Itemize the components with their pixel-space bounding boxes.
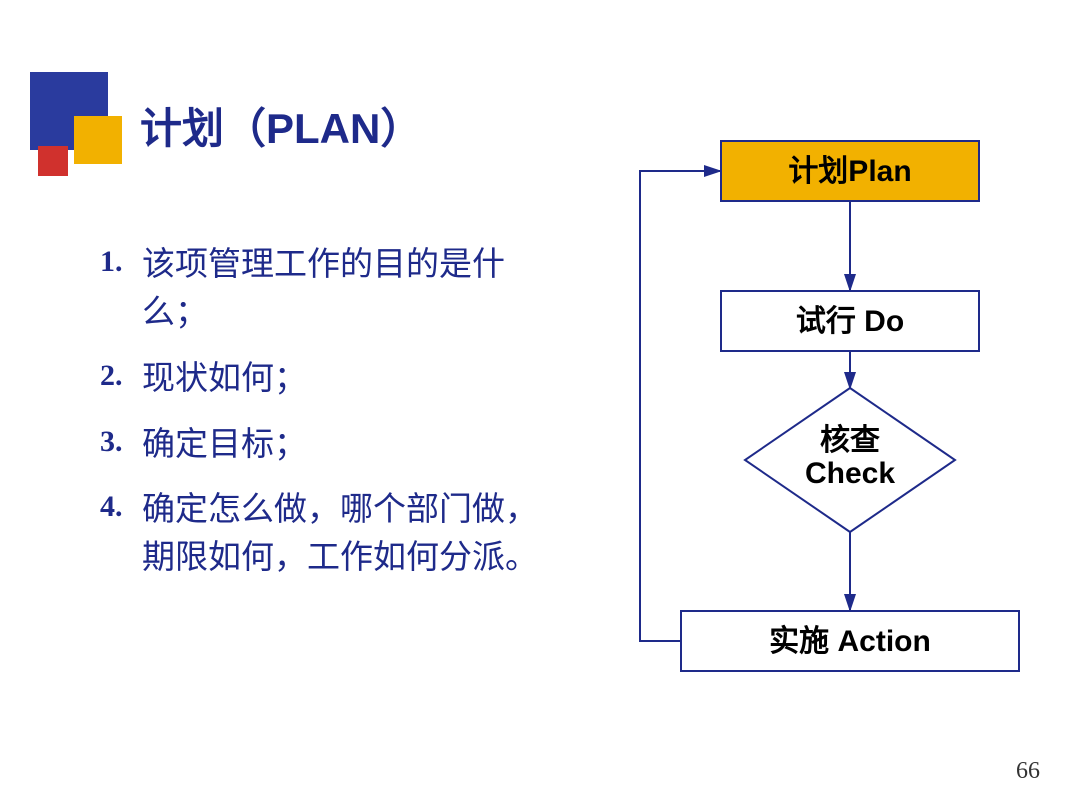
content-list: 1.该项管理工作的目的是什么；2.现状如何；3.确定目标；4.确定怎么做，哪个部… [100,240,570,599]
list-item-text: 确定怎么做，哪个部门做，期限如何，工作如何分派。 [142,485,570,581]
pdca-flowchart: 计划Plan 试行 Do 实施 Action 核查Check [620,120,1050,710]
list-item: 2.现状如何； [100,354,570,402]
list-item-text: 该项管理工作的目的是什么； [142,240,570,336]
flow-node-plan: 计划Plan [720,140,980,202]
list-item-number: 1. [100,240,134,284]
flow-node-label: 实施 Action [769,625,931,658]
slide: 计划（PLAN） 1.该项管理工作的目的是什么；2.现状如何；3.确定目标；4.… [0,0,1080,810]
slide-title: 计划（PLAN） [140,95,422,156]
list-item: 1.该项管理工作的目的是什么； [100,240,570,336]
flow-node-check-label1: 核查 [770,424,930,457]
list-item-text: 确定目标； [142,420,307,468]
flow-node-do: 试行 Do [720,290,980,352]
list-item-number: 2. [100,354,134,398]
list-item-text: 现状如何； [142,354,307,402]
flow-node-check: 核查Check [770,424,930,490]
page-number: 66 [1016,758,1040,785]
flow-node-action: 实施 Action [680,610,1020,672]
flow-node-label: 试行 Do [796,305,904,338]
list-item-number: 3. [100,420,134,464]
deco-square-yellow [74,116,122,164]
list-item-number: 4. [100,485,134,529]
list-item: 4.确定怎么做，哪个部门做，期限如何，工作如何分派。 [100,485,570,581]
flow-node-label: 计划Plan [788,155,911,188]
deco-square-red [38,146,68,176]
list-item: 3.确定目标； [100,420,570,468]
flow-node-check-label2: Check [770,457,930,490]
